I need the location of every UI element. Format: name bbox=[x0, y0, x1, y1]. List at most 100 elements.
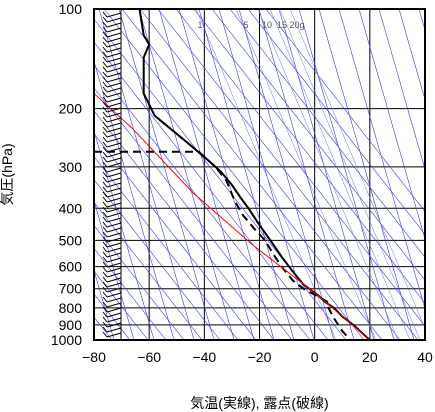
wind-barb bbox=[106, 212, 122, 218]
wind-barb-flag bbox=[102, 61, 108, 68]
wind-barb-flag bbox=[102, 76, 108, 83]
x-tick-label: 0 bbox=[311, 349, 319, 365]
wind-barb-flag bbox=[102, 231, 108, 238]
wind-barb-flag bbox=[102, 201, 108, 208]
wind-barb bbox=[106, 187, 122, 193]
wind-barb bbox=[106, 22, 122, 28]
moist-adiabat-line bbox=[338, 9, 425, 310]
y-tick-label: 100 bbox=[59, 1, 83, 17]
plot-frame bbox=[93, 8, 426, 341]
y-tick-label: 400 bbox=[59, 200, 83, 216]
dry-adiabat-line bbox=[265, 9, 425, 212]
dry-adiabat-line bbox=[94, 41, 329, 340]
wind-barb-flag bbox=[102, 91, 108, 98]
wind-barb-flag bbox=[102, 136, 108, 143]
dry-adiabat-line bbox=[193, 9, 425, 304]
wind-barb bbox=[106, 237, 122, 243]
wind-barb bbox=[106, 167, 122, 173]
moist-adiabat-line bbox=[278, 9, 375, 340]
wind-barb bbox=[106, 67, 122, 73]
x-tick-label: −40 bbox=[192, 349, 216, 365]
wind-barb bbox=[106, 162, 122, 168]
dry-adiabat-line bbox=[247, 9, 425, 235]
moist-adiabat-line bbox=[94, 199, 135, 340]
dry-adiabat-line bbox=[94, 110, 275, 340]
mixing-ratio-label: 10 bbox=[262, 20, 272, 30]
mixing-ratio-line bbox=[195, 9, 337, 340]
wind-barb-flag bbox=[102, 106, 108, 113]
moist-adiabat-line bbox=[238, 9, 335, 340]
moist-adiabat-line bbox=[198, 9, 295, 340]
dry-adiabat-line bbox=[103, 9, 365, 340]
wind-barb-flag bbox=[102, 131, 108, 138]
moist-adiabat-line bbox=[258, 9, 355, 340]
wind-barb bbox=[106, 92, 122, 98]
mixing-ratio-line bbox=[235, 9, 377, 340]
y-tick-label: 900 bbox=[59, 317, 83, 333]
wind-barb-flag bbox=[102, 36, 108, 43]
wind-barb bbox=[106, 322, 122, 328]
profile-series-line-2 bbox=[94, 93, 371, 340]
wind-barb bbox=[106, 17, 122, 23]
x-axis-label: 気温(実線), 露点(破線) bbox=[190, 395, 328, 411]
y-tick-label: 300 bbox=[59, 159, 83, 175]
wind-barb bbox=[106, 267, 122, 273]
mixing-ratio-label: 5 bbox=[243, 20, 248, 30]
wind-barb-flag bbox=[102, 301, 108, 308]
wind-barb-flag bbox=[102, 151, 108, 158]
mixing-ratio-line bbox=[269, 9, 411, 340]
wind-barb bbox=[106, 42, 122, 48]
wind-barb-flag bbox=[102, 121, 108, 128]
wind-barb-flag bbox=[102, 116, 108, 123]
y-tick-label: 1000 bbox=[51, 332, 82, 348]
wind-barb bbox=[106, 182, 122, 188]
wind-barb-flag bbox=[102, 11, 108, 18]
wind-barb bbox=[106, 32, 122, 38]
wind-barb bbox=[106, 47, 122, 53]
moist-adiabat-line bbox=[98, 9, 195, 340]
wind-barb bbox=[106, 217, 122, 223]
wind-barb bbox=[106, 107, 122, 113]
wind-barb-flag bbox=[102, 141, 108, 148]
wind-barb bbox=[106, 142, 122, 148]
wind-barb bbox=[106, 317, 122, 323]
wind-barb-flag bbox=[102, 316, 108, 323]
wind-barb-flag bbox=[102, 331, 108, 338]
moist-adiabat-line bbox=[398, 9, 425, 101]
moist-adiabat-line bbox=[94, 269, 115, 340]
wind-barb-flag bbox=[102, 196, 108, 203]
wind-barb-flag bbox=[102, 26, 108, 33]
dry-adiabat-line bbox=[139, 9, 401, 340]
x-tick-label: −20 bbox=[248, 349, 272, 365]
wind-barb bbox=[106, 332, 122, 338]
wind-barb bbox=[106, 132, 122, 138]
wind-barb bbox=[106, 227, 122, 233]
wind-barb-flag bbox=[102, 236, 108, 243]
wind-barb-flag bbox=[102, 146, 108, 153]
wind-barb bbox=[106, 192, 122, 198]
wind-barb-flag bbox=[102, 241, 108, 248]
wind-barb bbox=[106, 297, 122, 303]
wind-barb-flag bbox=[102, 181, 108, 188]
wind-barb-flag bbox=[102, 251, 108, 258]
x-tick-label: −80 bbox=[82, 349, 106, 365]
dry-adiabat-line bbox=[94, 87, 293, 340]
wind-barb-flag bbox=[102, 271, 108, 278]
wind-barb bbox=[106, 247, 122, 253]
wind-barb bbox=[106, 312, 122, 318]
wind-barb-flag bbox=[102, 81, 108, 88]
wind-barb-flag bbox=[102, 96, 108, 103]
dry-adiabat-line bbox=[94, 64, 311, 340]
wind-barb-flag bbox=[102, 226, 108, 233]
wind-barb-flag bbox=[102, 311, 108, 318]
wind-barb-flag bbox=[102, 101, 108, 108]
wind-barb-flag bbox=[102, 221, 108, 228]
wind-barb bbox=[106, 52, 122, 58]
wind-barb-flag bbox=[102, 46, 108, 53]
mixing-ratio-label: 15 bbox=[277, 20, 287, 30]
wind-barb-flag bbox=[102, 281, 108, 288]
wind-barb bbox=[106, 232, 122, 238]
wind-barb bbox=[106, 282, 122, 288]
wind-barb bbox=[106, 207, 122, 213]
wind-barb bbox=[106, 27, 122, 33]
